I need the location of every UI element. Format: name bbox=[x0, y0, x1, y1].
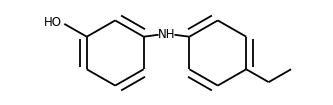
Text: NH: NH bbox=[158, 28, 175, 41]
Text: HO: HO bbox=[44, 16, 62, 29]
